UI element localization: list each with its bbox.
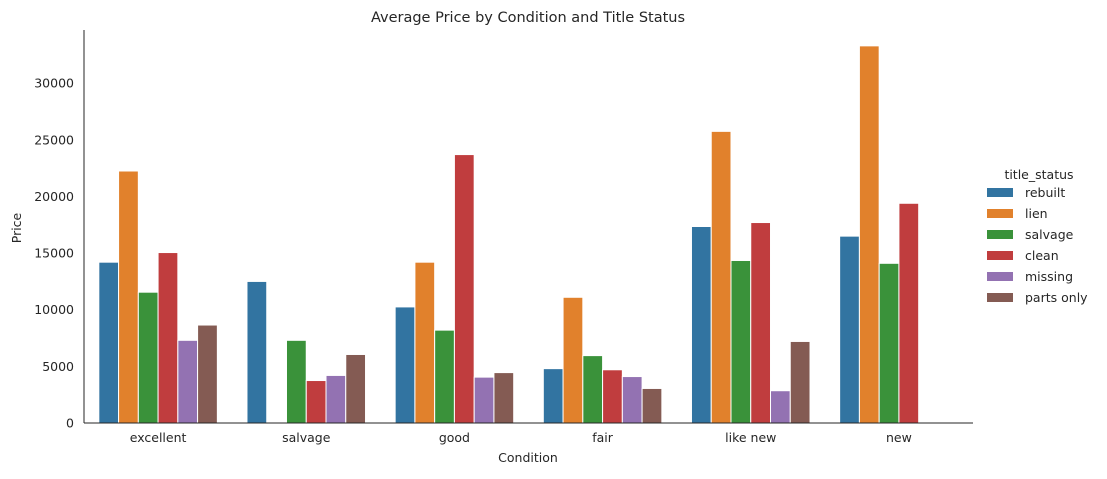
bar-salvage-missing — [325, 374, 347, 424]
legend-item-rebuilt: rebuilt — [987, 185, 1065, 200]
bar-salvage-salvage — [285, 339, 307, 424]
x-tick-label: like new — [725, 430, 776, 445]
legend-swatch — [987, 272, 1013, 281]
legend-label: parts only — [1025, 290, 1088, 305]
y-tick-label: 0 — [66, 416, 74, 431]
legend-label: clean — [1025, 248, 1059, 263]
bar-fair-missing — [621, 376, 643, 424]
legend-label: lien — [1025, 206, 1048, 221]
x-tick-label: fair — [592, 430, 614, 445]
legend-label: salvage — [1025, 227, 1074, 242]
bar-like-new-lien — [710, 130, 732, 424]
legend-label: rebuilt — [1025, 185, 1065, 200]
legend-items: rebuilt lien salvage clean missing parts only — [987, 185, 1088, 305]
y-tick-label: 15000 — [34, 246, 74, 261]
x-tick-label: new — [886, 430, 912, 445]
bar-fair-clean — [602, 369, 623, 424]
legend-swatch — [987, 230, 1013, 239]
y-tick-label: 10000 — [34, 302, 74, 317]
bars-group — [98, 45, 920, 424]
legend-swatch — [987, 209, 1013, 218]
legend-item-missing: missing — [987, 269, 1073, 284]
y-tick-label: 20000 — [34, 189, 74, 204]
legend: title_status rebuilt lien salvage clean miss… — [987, 167, 1088, 305]
bar-excellent-clean — [157, 252, 179, 424]
bar-fair-parts-only — [641, 387, 663, 424]
y-axis: 0 5000 10000 15000 20000 25000 30000 — [34, 30, 85, 431]
bar-fair-salvage — [582, 355, 604, 424]
x-axis-label: Condition — [498, 450, 558, 465]
y-tick-label: 5000 — [42, 359, 74, 374]
x-tick-label: good — [439, 430, 470, 445]
bar-fair-rebuilt — [542, 368, 564, 424]
bar-like-new-clean — [750, 222, 772, 424]
y-tick-label: 25000 — [34, 132, 74, 147]
y-axis-label: Price — [9, 212, 24, 243]
bar-good-missing — [473, 376, 495, 424]
x-tick-label: salvage — [282, 430, 331, 445]
bar-like-new-missing — [770, 390, 791, 424]
bar-new-rebuilt — [839, 235, 860, 424]
bar-new-lien — [858, 45, 880, 424]
legend-swatch — [987, 188, 1013, 197]
bar-excellent-salvage — [137, 291, 159, 424]
bar-excellent-parts-only — [197, 324, 218, 424]
bar-good-rebuilt — [394, 306, 416, 424]
legend-item-parts-only: parts only — [987, 290, 1088, 305]
chart-title: Average Price by Condition and Title Sta… — [371, 10, 685, 26]
legend-swatch — [987, 293, 1013, 302]
bar-new-clean — [898, 202, 920, 424]
bar-new-salvage — [878, 262, 900, 424]
bar-salvage-clean — [305, 380, 327, 424]
bar-good-salvage — [434, 329, 455, 424]
x-axis: excellent salvage good fair like new new — [84, 422, 973, 445]
bar-excellent-lien — [118, 170, 139, 424]
bar-good-lien — [414, 261, 436, 424]
legend-swatch — [987, 251, 1013, 260]
legend-title: title_status — [1004, 167, 1073, 182]
bar-excellent-rebuilt — [98, 261, 120, 424]
bar-salvage-parts-only — [345, 353, 367, 424]
bar-excellent-missing — [177, 339, 199, 424]
legend-item-clean: clean — [987, 248, 1059, 263]
legend-label: missing — [1025, 269, 1073, 284]
bar-like-new-rebuilt — [690, 226, 712, 424]
bar-salvage-rebuilt — [246, 280, 268, 424]
bar-good-clean — [453, 154, 475, 424]
legend-item-lien: lien — [987, 206, 1048, 221]
y-tick-label: 30000 — [34, 76, 74, 91]
x-tick-label: excellent — [130, 430, 187, 445]
bar-like-new-salvage — [730, 259, 752, 424]
bar-fair-lien — [562, 296, 584, 424]
legend-item-salvage: salvage — [987, 227, 1074, 242]
bar-like-new-parts-only — [789, 340, 811, 424]
bar-good-parts-only — [493, 372, 515, 424]
